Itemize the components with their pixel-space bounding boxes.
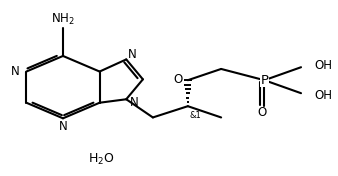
Text: O: O: [173, 73, 183, 86]
Text: OH: OH: [314, 59, 332, 72]
Text: OH: OH: [314, 89, 332, 102]
Text: N: N: [130, 96, 139, 109]
Text: &1: &1: [189, 111, 201, 120]
Text: P: P: [260, 74, 268, 87]
Text: N: N: [128, 48, 137, 61]
Text: H$_2$O: H$_2$O: [88, 152, 115, 166]
Text: O: O: [257, 106, 266, 119]
Text: N: N: [11, 65, 20, 78]
Text: NH$_2$: NH$_2$: [51, 12, 75, 27]
Text: N: N: [58, 120, 67, 133]
